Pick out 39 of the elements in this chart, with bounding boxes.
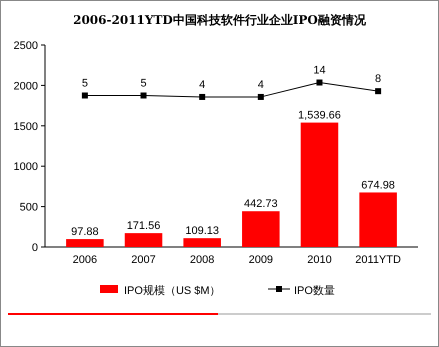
chart-title: 2006-2011YTD中国科技软件行业企业IPO融资情况	[73, 13, 367, 27]
point	[375, 88, 382, 94]
data-label: 171.56	[126, 220, 160, 232]
y-tick-label: 1000	[14, 161, 38, 174]
y-tick-label: 2000	[14, 80, 38, 92]
data-label: 97.88	[71, 226, 99, 238]
x-tick-label: 2010	[307, 254, 332, 266]
point	[140, 92, 147, 98]
bar	[242, 211, 280, 247]
y-tick-label: 1500	[14, 120, 38, 133]
y-tick-label: 0	[32, 242, 38, 254]
y-tick-label: 2500	[14, 40, 38, 52]
data-label: 442.73	[244, 198, 278, 210]
data-label: 109.13	[185, 225, 220, 238]
bar	[66, 239, 104, 247]
point	[258, 94, 264, 100]
x-tick-label: 2006	[72, 254, 98, 266]
data-label: 8	[375, 73, 382, 86]
point	[82, 92, 88, 98]
bar	[300, 122, 338, 247]
legend-label: IPO数量	[294, 285, 335, 297]
bar	[359, 192, 397, 247]
bar	[124, 233, 162, 247]
legend-label: IPO规模（US $M）	[124, 285, 221, 297]
y-tick-label: 500	[20, 202, 38, 214]
data-label: 14	[313, 64, 326, 77]
data-label: 1,539.66	[298, 110, 341, 122]
data-label: 5	[140, 78, 147, 90]
point	[316, 80, 322, 86]
point	[199, 94, 206, 100]
x-tick-label: 2007	[131, 254, 156, 266]
x-tick-label: 2011YTD	[355, 254, 401, 266]
x-tick-label: 2009	[248, 254, 274, 266]
data-label: 4	[258, 78, 264, 91]
bar	[183, 238, 221, 247]
x-tick-label: 2008	[190, 254, 214, 266]
data-label: 4	[199, 78, 206, 91]
data-label: 674.98	[361, 179, 395, 192]
data-label: 5	[82, 78, 88, 90]
